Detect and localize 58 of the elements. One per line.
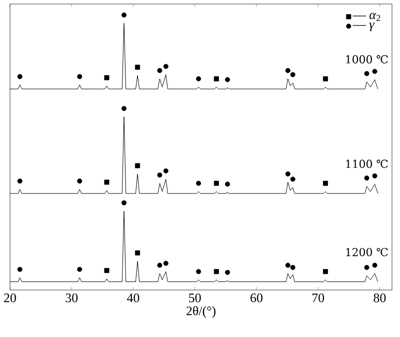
point <box>77 266 82 272</box>
x-tick-label: 30 <box>66 294 78 302</box>
point <box>121 12 126 18</box>
point <box>364 71 370 76</box>
x-axis-title: 2θ/(°) <box>186 306 216 318</box>
point <box>290 264 296 270</box>
point <box>135 163 140 168</box>
point <box>17 178 22 184</box>
x-tick-label: 50 <box>189 294 201 302</box>
x-tick-label: 40 <box>127 294 140 302</box>
point <box>372 262 378 268</box>
point <box>104 75 110 80</box>
point <box>196 269 202 274</box>
point <box>290 72 296 78</box>
x-tick-label: 80 <box>374 294 386 302</box>
point <box>224 270 230 275</box>
point <box>372 173 378 178</box>
point <box>214 76 219 82</box>
point <box>214 180 219 186</box>
point <box>322 76 328 82</box>
point <box>77 178 82 184</box>
x-tick-label: 60 <box>250 294 262 302</box>
point <box>163 260 168 266</box>
point <box>224 77 230 82</box>
point <box>224 182 230 187</box>
legend-label: — γ <box>352 22 375 32</box>
point <box>322 269 328 274</box>
point <box>17 266 22 272</box>
x-tick-label: 70 <box>312 294 324 302</box>
annotation: 1200 ℃ <box>346 248 388 256</box>
point <box>290 176 296 182</box>
point <box>322 180 328 186</box>
point <box>364 264 370 270</box>
x-tick-label: 20 <box>4 294 16 302</box>
annotation: 1100 ℃ <box>346 160 388 168</box>
annotation: 1000 ℃ <box>346 55 388 64</box>
point <box>285 68 290 74</box>
legend-label: — α$_{2}$ <box>352 12 380 21</box>
point <box>285 262 290 268</box>
point <box>196 180 202 186</box>
point <box>285 171 290 176</box>
point <box>214 269 219 274</box>
point <box>17 74 22 80</box>
point <box>372 68 378 74</box>
point <box>364 176 370 181</box>
point <box>121 200 126 206</box>
point <box>135 64 140 70</box>
point <box>104 180 110 185</box>
point <box>104 268 110 273</box>
point <box>163 64 168 69</box>
point <box>163 168 168 174</box>
point <box>121 106 126 111</box>
point <box>157 68 162 74</box>
point <box>157 172 162 178</box>
point <box>77 74 82 80</box>
point <box>135 250 140 256</box>
point <box>157 262 162 268</box>
point <box>196 76 202 82</box>
